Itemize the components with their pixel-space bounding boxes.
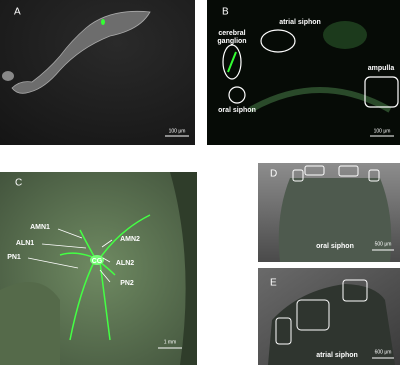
- tissue: [0, 282, 60, 365]
- arrows: [27, 228, 113, 283]
- annotation: PN1: [7, 254, 21, 261]
- caption: oral siphon: [316, 243, 354, 250]
- annotation: ganglion: [217, 38, 246, 45]
- panel-a: A 100 μm: [0, 0, 195, 145]
- tissue: [323, 21, 367, 49]
- scale-bar-label: 100 μm: [169, 128, 186, 134]
- annotation: PN2: [120, 280, 134, 287]
- annotation: AMN2: [120, 236, 140, 243]
- highlights: [292, 165, 380, 182]
- panel-label: A: [14, 7, 21, 18]
- scale-bar-label: 500 μm: [375, 241, 392, 247]
- annotation: CG: [92, 258, 103, 265]
- tissue: [170, 172, 197, 365]
- specimen: [11, 11, 151, 94]
- panel-d: D oral siphon 500 μm: [258, 163, 400, 262]
- panel-label: C: [15, 178, 22, 189]
- highlight: [364, 76, 399, 108]
- highlight: [260, 29, 296, 53]
- annotation: cerebral: [218, 30, 245, 37]
- scale-bar-label: 1 mm: [164, 339, 177, 345]
- panel-b: B cerebral ganglion atrial siphon oral s…: [207, 0, 400, 145]
- annotation: oral siphon: [218, 107, 256, 114]
- highlight: [222, 44, 242, 80]
- fluorescence: [227, 51, 237, 73]
- nerves: [59, 214, 151, 341]
- caption: atrial siphon: [316, 352, 358, 359]
- specimen: [268, 284, 395, 365]
- annotation: atrial siphon: [279, 19, 321, 26]
- specimen: [278, 178, 392, 262]
- highlight: [228, 86, 246, 104]
- annotation: ALN1: [16, 240, 34, 247]
- scale-bar-label: 100 μm: [374, 128, 391, 134]
- panel-c: C AMN1 ALN1 PN1 CG AMN2 ALN2 PN2 1 mm: [0, 172, 197, 365]
- annotation: ALN2: [116, 260, 134, 267]
- panel-label: D: [270, 169, 277, 180]
- panel-e: E atrial siphon 600 μm: [258, 268, 400, 365]
- specimen-bulb: [2, 71, 14, 81]
- panel-label: B: [222, 7, 229, 18]
- scale-bar-label: 600 μm: [375, 349, 392, 355]
- annotation: ampulla: [368, 65, 395, 72]
- ganglion: [90, 255, 104, 265]
- panel-label: E: [270, 278, 277, 289]
- fluorescence: [101, 19, 105, 25]
- highlights: [275, 279, 368, 345]
- annotation: AMN1: [30, 224, 50, 231]
- tissue: [248, 87, 392, 113]
